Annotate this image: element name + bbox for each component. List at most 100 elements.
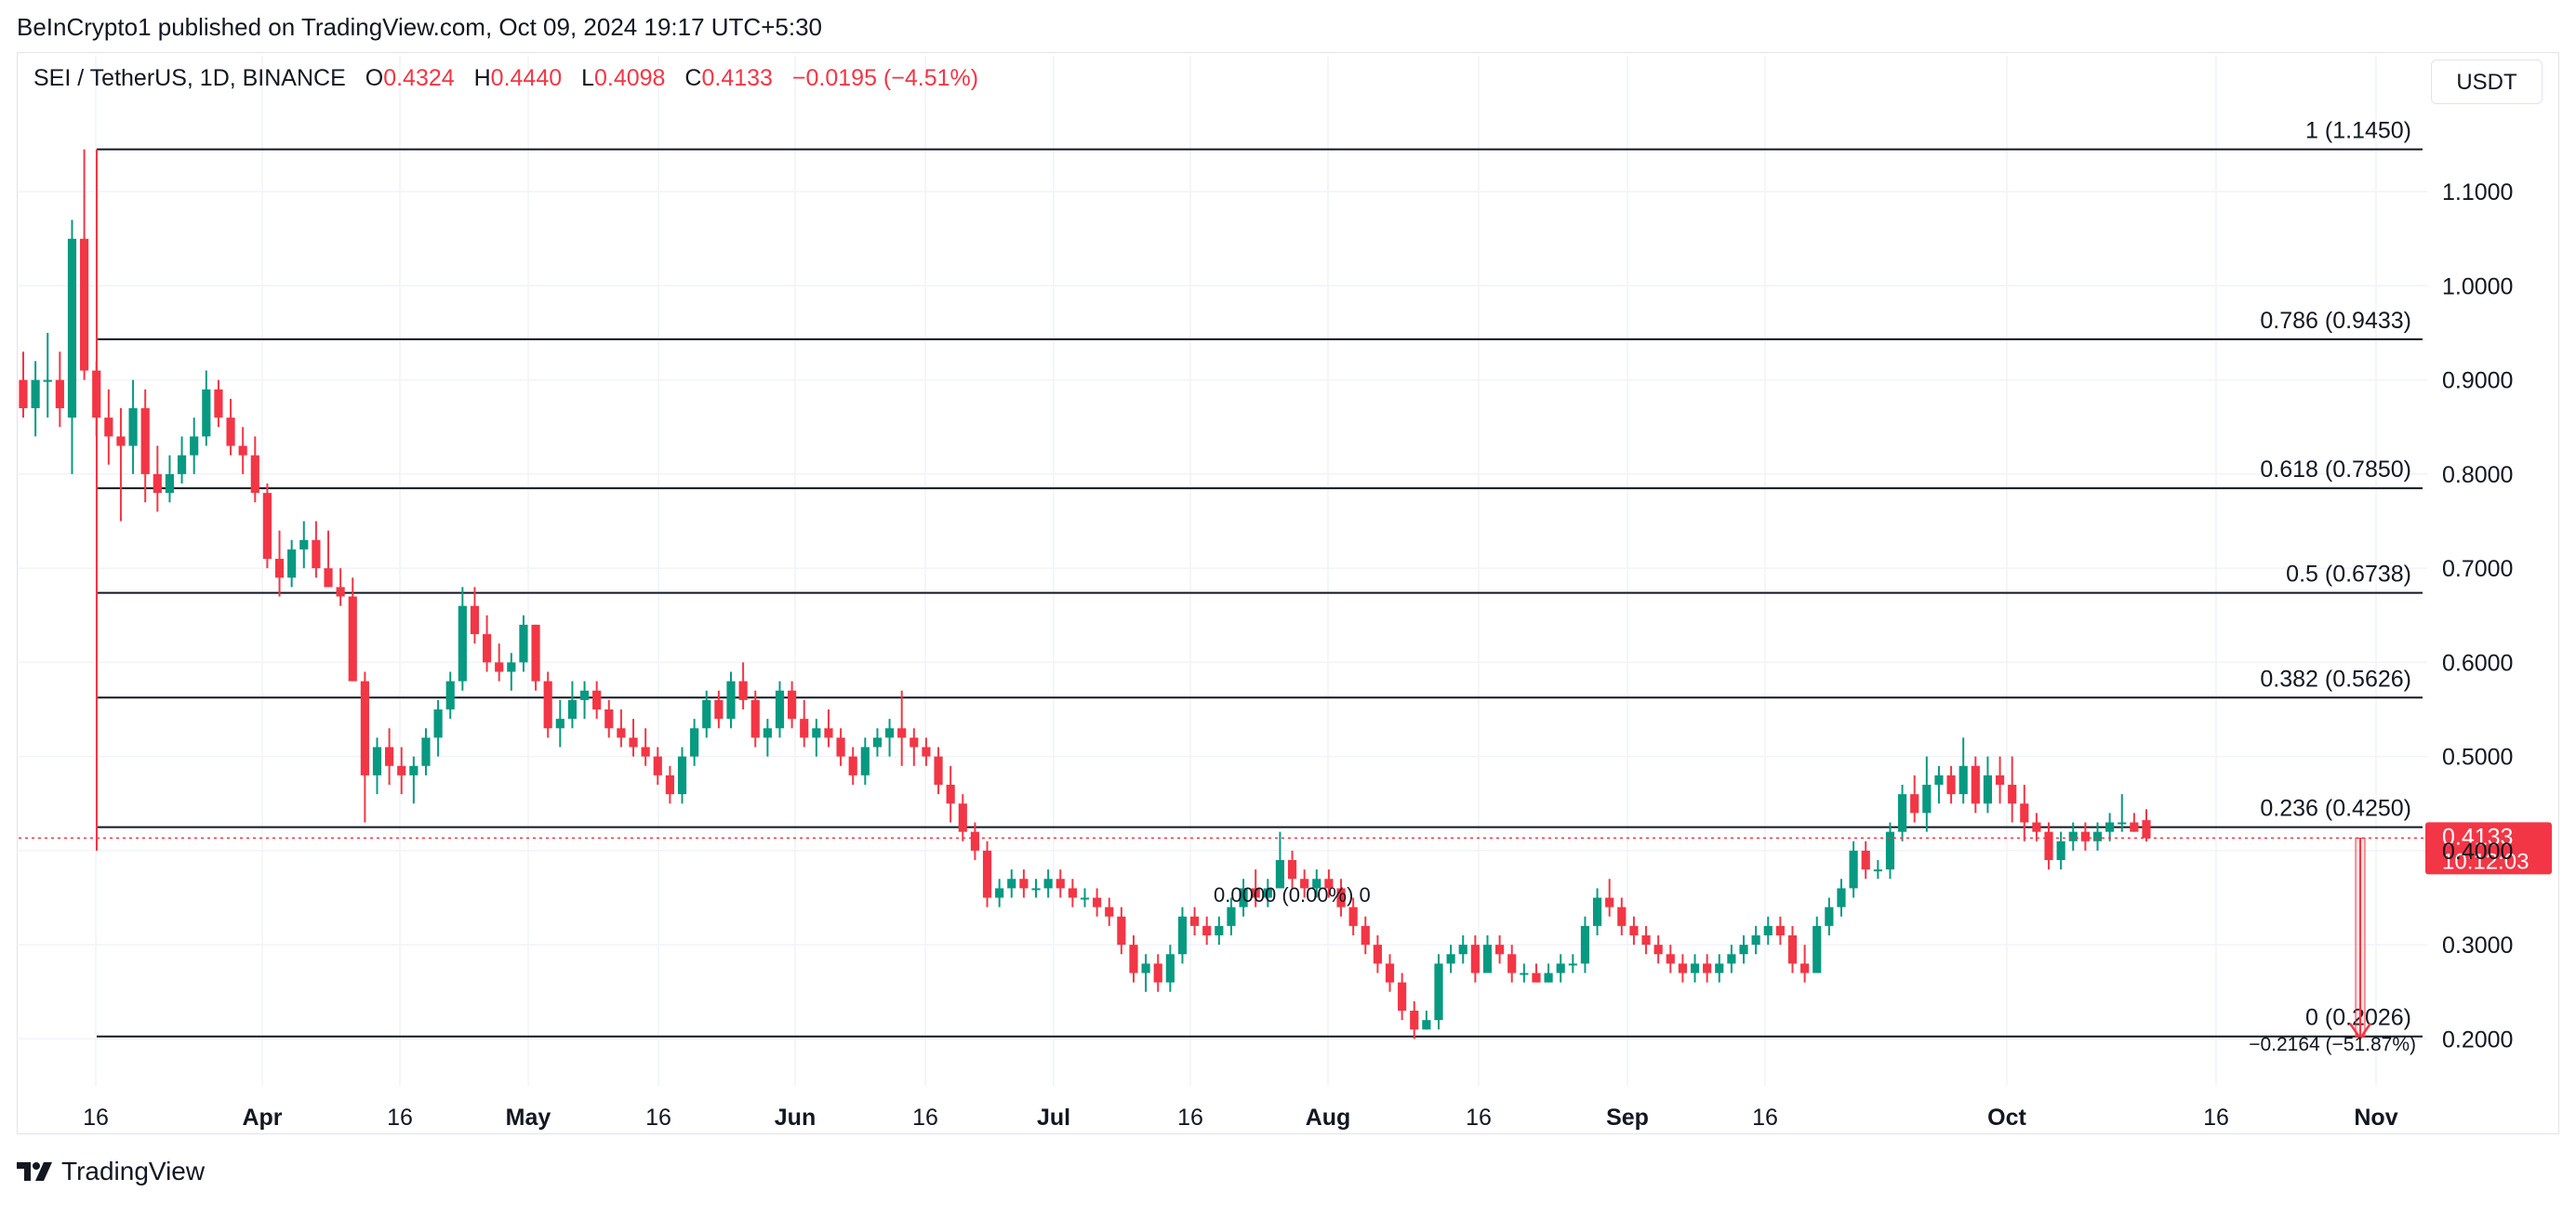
candle: [677, 747, 687, 804]
candle: [1007, 869, 1016, 898]
candle: [1398, 973, 1407, 1021]
price-tick-label: 0.4000: [2442, 839, 2513, 865]
candle: [190, 417, 199, 474]
candle: [934, 747, 943, 795]
fib-level-label: 0.382 (0.5626): [2260, 666, 2411, 692]
candle-body: [165, 473, 175, 494]
candle-body: [1373, 945, 1382, 964]
candle: [1849, 841, 1858, 898]
candle: [579, 681, 590, 720]
tradingview-brand[interactable]: TradingView: [17, 1157, 205, 1186]
candle: [1470, 935, 1480, 983]
candle-body: [531, 624, 540, 682]
candle: [1715, 954, 1724, 983]
grid: [19, 56, 2427, 1086]
candle: [2068, 822, 2078, 851]
high-value: 0.4440: [490, 65, 563, 91]
candle: [555, 699, 564, 748]
candle: [1520, 963, 1529, 983]
candle: [1922, 756, 1932, 832]
candle-body: [800, 719, 809, 738]
candle: [104, 389, 113, 465]
candle: [1251, 869, 1260, 907]
candle-body: [1678, 963, 1688, 973]
candle: [1336, 879, 1346, 917]
candle-body: [714, 699, 724, 720]
candle: [202, 370, 211, 446]
symbol-name[interactable]: SEI / TetherUS, 1D, BINANCE: [33, 65, 346, 91]
candle: [1837, 879, 1846, 917]
candle-body: [579, 690, 590, 700]
candle: [128, 379, 138, 474]
candle: [274, 530, 285, 597]
candle: [567, 681, 578, 729]
candle-body: [458, 605, 467, 682]
candle-body: [1507, 954, 1517, 973]
candle: [336, 568, 345, 606]
candle: [800, 699, 809, 748]
candle: [324, 530, 333, 588]
candle-body: [1177, 916, 1188, 955]
fib-level-label: 0.5 (0.6738): [2286, 562, 2411, 588]
candle-body: [92, 370, 101, 418]
candle-body: [1910, 794, 1919, 814]
candle-body: [250, 455, 259, 494]
candle-body: [702, 699, 711, 729]
candle-body: [872, 737, 883, 748]
candle: [165, 455, 175, 503]
candle: [1995, 756, 2005, 804]
candle-body: [1215, 925, 1224, 936]
candle: [1629, 916, 1639, 946]
candle: [1056, 869, 1065, 898]
candle-body: [1959, 765, 1968, 795]
candle-body: [946, 785, 955, 804]
brand-name: TradingView: [61, 1157, 206, 1185]
candle: [738, 662, 748, 710]
candle: [897, 690, 907, 766]
candle-body: [1398, 982, 1407, 1012]
candle-body: [1520, 973, 1529, 975]
candle: [1385, 954, 1395, 992]
candle: [1946, 765, 1956, 804]
candle-body: [763, 728, 772, 738]
candle: [372, 737, 382, 795]
candle-body: [958, 803, 967, 832]
candle: [1959, 737, 1968, 804]
price-tick-label: 0.2000: [2442, 1026, 2513, 1053]
time-tick-label: Sep: [1606, 1105, 1649, 1131]
candle-body: [153, 473, 162, 494]
candle: [458, 587, 467, 691]
candle: [1129, 935, 1138, 983]
candle: [360, 671, 369, 823]
candle: [1239, 879, 1248, 917]
candle-body: [202, 389, 211, 437]
candle-body: [1775, 925, 1785, 936]
time-tick-label: 16: [83, 1105, 109, 1131]
candle: [1775, 916, 1785, 946]
currency-button[interactable]: USDT: [2431, 60, 2543, 104]
candle: [1739, 935, 1748, 964]
candle-body: [2068, 831, 2078, 841]
candle-body: [1068, 888, 1077, 898]
candle-body: [2092, 831, 2103, 841]
candle-body: [629, 737, 638, 748]
candle-body: [1995, 775, 2005, 786]
last-price-countdown: 10:12:03: [2442, 849, 2529, 874]
candle: [2092, 822, 2103, 851]
candle-body: [604, 709, 614, 729]
time-tick-label: Apr: [242, 1105, 282, 1131]
candle-body: [104, 417, 113, 437]
candle-body: [274, 559, 285, 578]
candle: [1434, 954, 1443, 1030]
candle-body: [1324, 879, 1334, 889]
candle-body: [1556, 963, 1565, 973]
candle-body: [80, 238, 89, 371]
fib-level-label: 0.786 (0.9433): [2260, 308, 2411, 334]
time-tick-label: Nov: [2354, 1105, 2397, 1131]
candle: [1189, 907, 1200, 936]
candle-body: [445, 681, 455, 710]
candle-body: [726, 681, 736, 720]
candle: [1678, 954, 1688, 983]
